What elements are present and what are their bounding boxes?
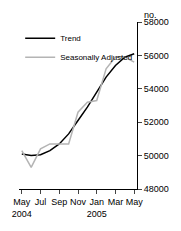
- svg-text:Trend: Trend: [60, 34, 81, 43]
- svg-text:50000: 50000: [144, 151, 169, 161]
- svg-text:Jan2005: Jan2005: [87, 197, 107, 219]
- svg-text:Nov: Nov: [70, 197, 87, 207]
- svg-text:48000: 48000: [144, 184, 169, 194]
- svg-text:May2004: May2004: [12, 197, 32, 219]
- svg-text:May: May: [126, 197, 144, 207]
- svg-text:54000: 54000: [144, 84, 169, 94]
- svg-text:Seasonally Adjusted: Seasonally Adjusted: [60, 53, 132, 62]
- svg-text:no.: no.: [144, 10, 157, 20]
- svg-text:58000: 58000: [144, 17, 169, 27]
- svg-text:Sep: Sep: [51, 197, 67, 207]
- svg-text:Jul: Jul: [35, 197, 47, 207]
- svg-text:56000: 56000: [144, 51, 169, 61]
- svg-text:Mar: Mar: [108, 197, 124, 207]
- svg-text:52000: 52000: [144, 117, 169, 127]
